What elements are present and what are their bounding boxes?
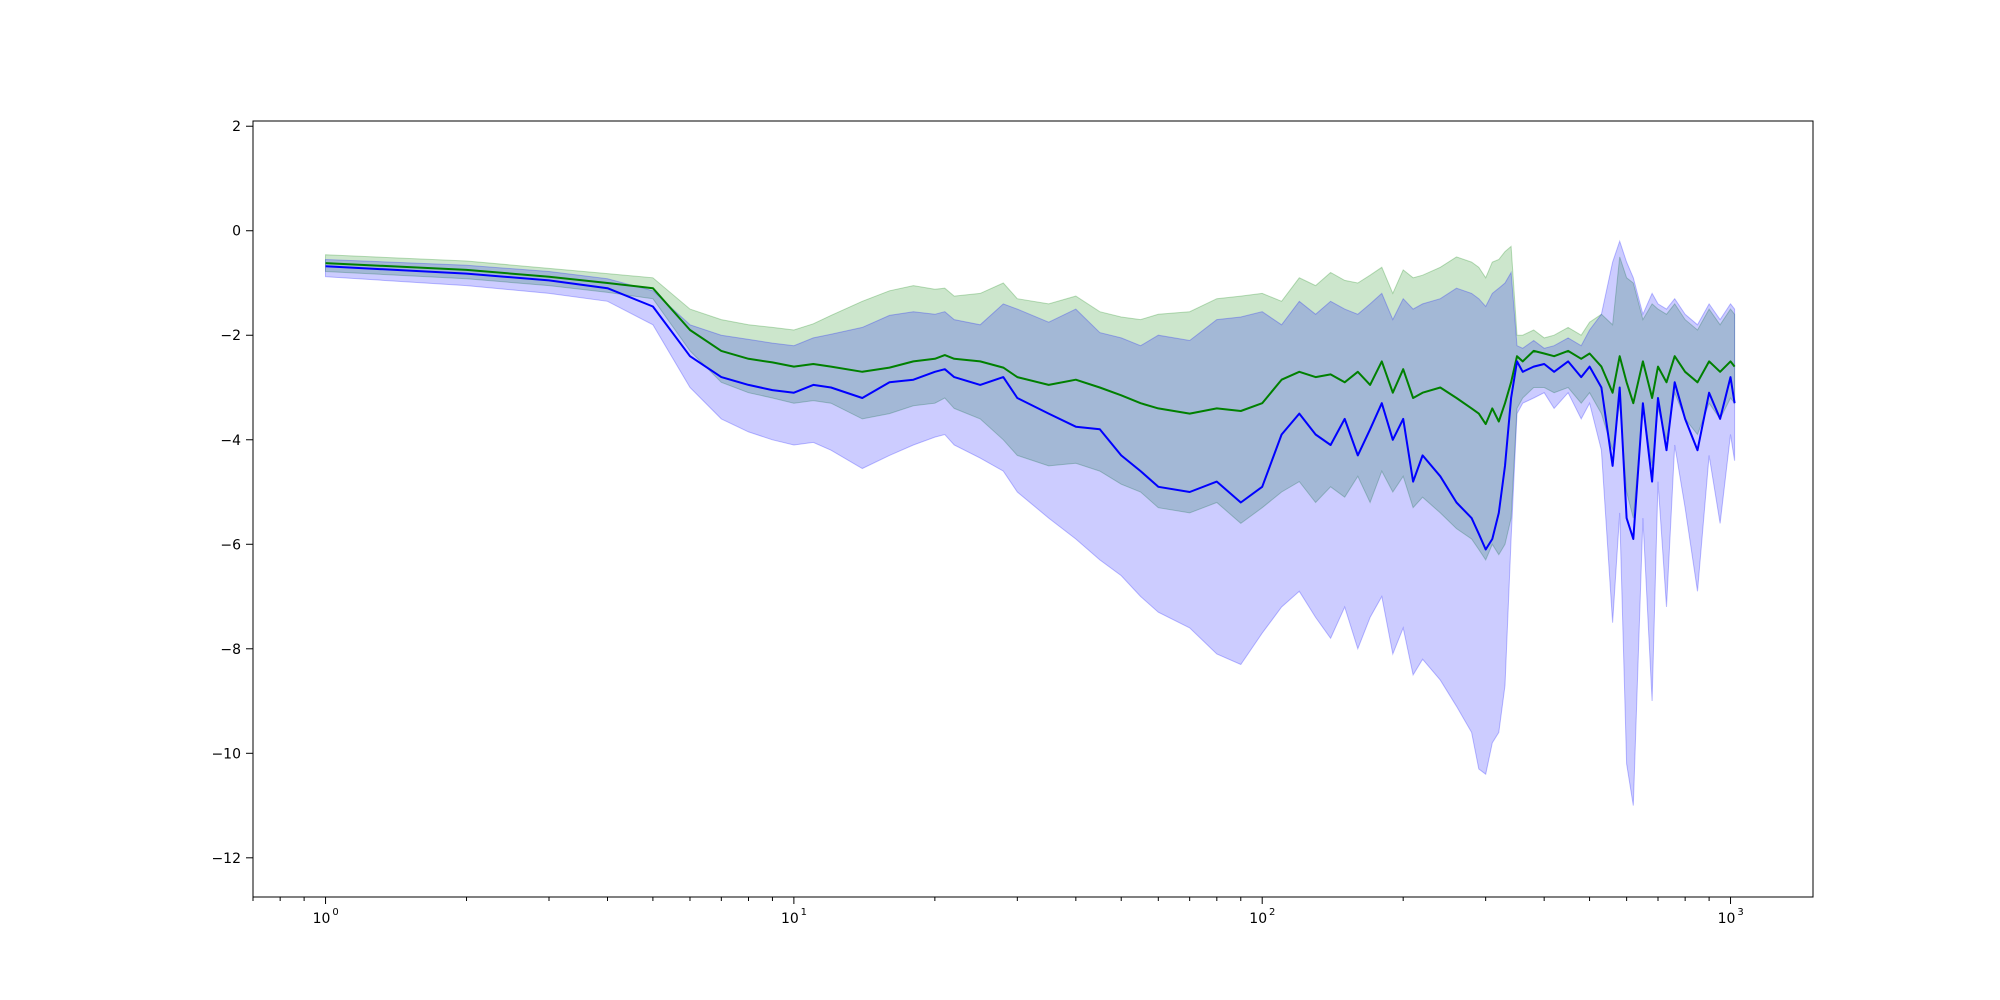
line-series-1 [325,262,1736,426]
x-tick-label: 10 [1718,911,1736,927]
x-axis: 10 0 10 1 10 2 10 3 [252,897,1744,927]
y-tick-label: 0 [232,224,241,240]
y-tick-label: −2 [220,328,241,344]
series-lines [325,262,1736,551]
y-tick-label: −10 [211,746,241,762]
x-tick-exponent: 2 [1269,907,1275,918]
y-axis: 2 0 −2 −4 −6 −8 −10 −12 [211,119,253,867]
y-tick-label: −12 [211,851,241,867]
x-tick-exponent: 0 [332,907,338,918]
y-tick-label: −8 [220,642,241,658]
x-tick-label: 10 [313,911,331,927]
y-tick-label: −6 [220,537,241,553]
plot-frame [252,120,1814,898]
y-tick-label: −4 [220,433,241,449]
x-tick-exponent: 3 [1737,907,1743,918]
x-tick-label: 10 [1249,911,1267,927]
x-tick-exponent: 1 [801,907,807,918]
y-tick-label: 2 [232,119,241,135]
line-series-2 [325,265,1736,551]
band-series-2 [325,239,1736,806]
x-tick-label: 10 [781,911,799,927]
